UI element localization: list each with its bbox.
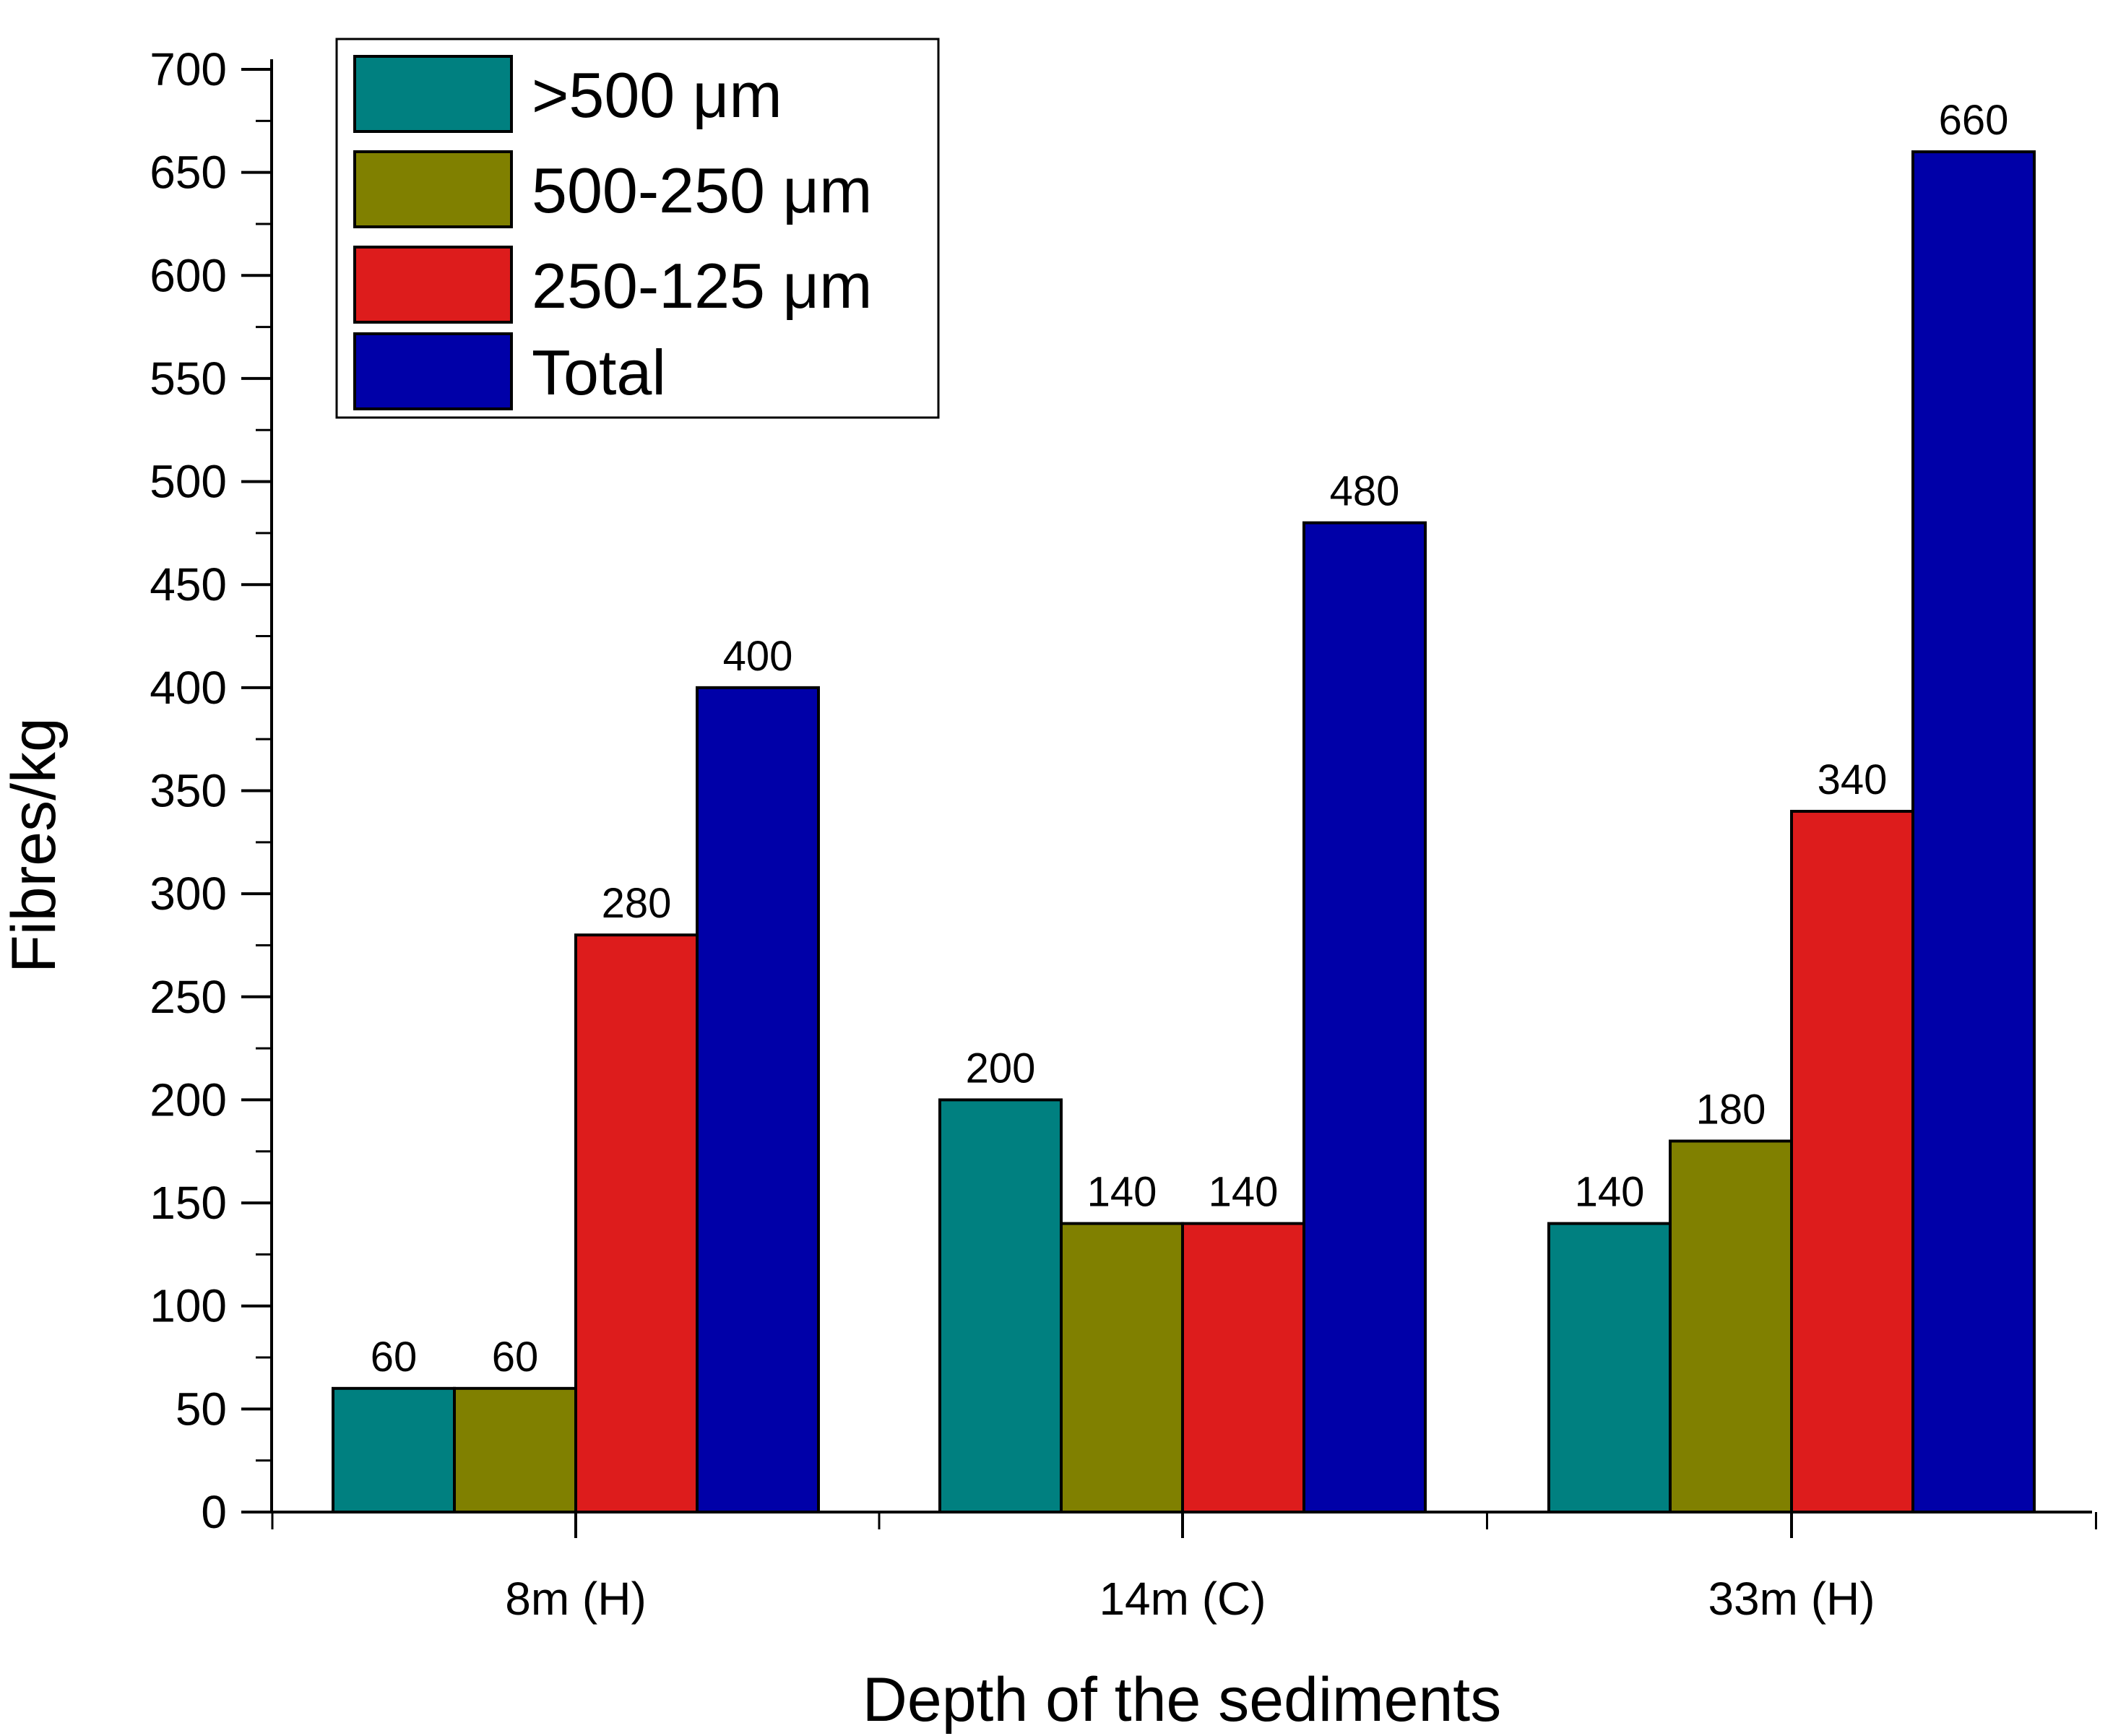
data-label-14m-c-over-500-m: 200 [966, 1045, 1036, 1092]
legend-label-250-125: 250-125 μm [532, 250, 872, 321]
data-label-8m-h-250-125-m: 280 [602, 880, 672, 927]
y-tick-label: 300 [150, 868, 227, 920]
y-tick-label: 250 [150, 971, 227, 1023]
x-axis-title: Depth of the sediments [863, 1665, 1501, 1735]
y-tick-label: 50 [176, 1383, 227, 1435]
bar-8m-h-total [696, 686, 820, 1513]
bar-8m-h-250-125-m [574, 933, 699, 1513]
legend-label-over-500: >500 μm [532, 59, 782, 131]
data-label-33m-h-500-250-m: 180 [1696, 1086, 1766, 1133]
legend-swatch-500-250 [353, 150, 513, 228]
data-label-33m-h-over-500-m: 140 [1575, 1169, 1645, 1216]
data-label-8m-h-total: 400 [723, 633, 793, 680]
legend-swatch-over-500 [353, 55, 513, 133]
x-tick-label-8m-h: 8m (H) [505, 1573, 647, 1625]
y-tick-label: 550 [150, 353, 227, 405]
data-label-8m-h-500-250-m: 60 [492, 1334, 539, 1381]
bar-14m-c-250-125-m [1181, 1222, 1305, 1513]
bar-33m-h-250-125-m [1790, 810, 1914, 1513]
data-label-14m-c-250-125-m: 140 [1209, 1169, 1279, 1216]
legend-swatch-250-125 [353, 246, 513, 324]
y-tick-label: 150 [150, 1177, 227, 1229]
y-tick-label: 400 [150, 662, 227, 714]
axes-layer: 0 50 100 150 200 250 300 350 400 450 500 550 600 650 7… [150, 43, 2097, 1625]
y-axis-title: Fibres/kg [0, 717, 69, 973]
legend-label-500-250: 500-250 μm [532, 155, 872, 226]
data-labels-layer: 60 60 280 400 200 140 140 480 140 180 340 660 [371, 97, 2009, 1381]
bar-8m-h-500-250-m [453, 1386, 577, 1514]
y-tick-label: 650 [150, 147, 227, 199]
bars-layer [332, 150, 2036, 1514]
data-label-14m-c-total: 480 [1330, 468, 1400, 515]
bar-33m-h-total [1911, 150, 2036, 1514]
x-tick-label-14m-c: 14m (C) [1099, 1573, 1266, 1625]
y-tick-label: 450 [150, 558, 227, 610]
x-tick-label-33m-h: 33m (H) [1708, 1573, 1875, 1625]
legend-swatch-total [353, 332, 513, 410]
y-tick-label: 100 [150, 1280, 227, 1332]
data-label-8m-h-over-500-m: 60 [371, 1334, 418, 1381]
legend: >500 μm 500-250 μm 250-125 μm Total [335, 38, 940, 419]
data-label-33m-h-total: 660 [1939, 97, 2009, 144]
y-tick-label: 600 [150, 249, 227, 301]
bar-14m-c-500-250-m [1060, 1222, 1184, 1513]
bar-8m-h-over-500-m [332, 1386, 456, 1514]
y-tick-label: 500 [150, 456, 227, 508]
bar-33m-h-500-250-m [1669, 1139, 1793, 1513]
data-label-14m-c-500-250-m: 140 [1087, 1169, 1157, 1216]
data-label-33m-h-250-125-m: 340 [1818, 756, 1888, 803]
y-tick-label: 200 [150, 1074, 227, 1126]
bar-14m-c-total [1302, 521, 1427, 1514]
bar-33m-h-over-500-m [1547, 1222, 1672, 1513]
y-tick-label: 700 [150, 43, 227, 95]
bar-14m-c-over-500-m [938, 1098, 1063, 1513]
legend-label-total: Total [532, 337, 666, 408]
y-tick-label: 0 [201, 1486, 227, 1538]
y-tick-label: 350 [150, 765, 227, 817]
